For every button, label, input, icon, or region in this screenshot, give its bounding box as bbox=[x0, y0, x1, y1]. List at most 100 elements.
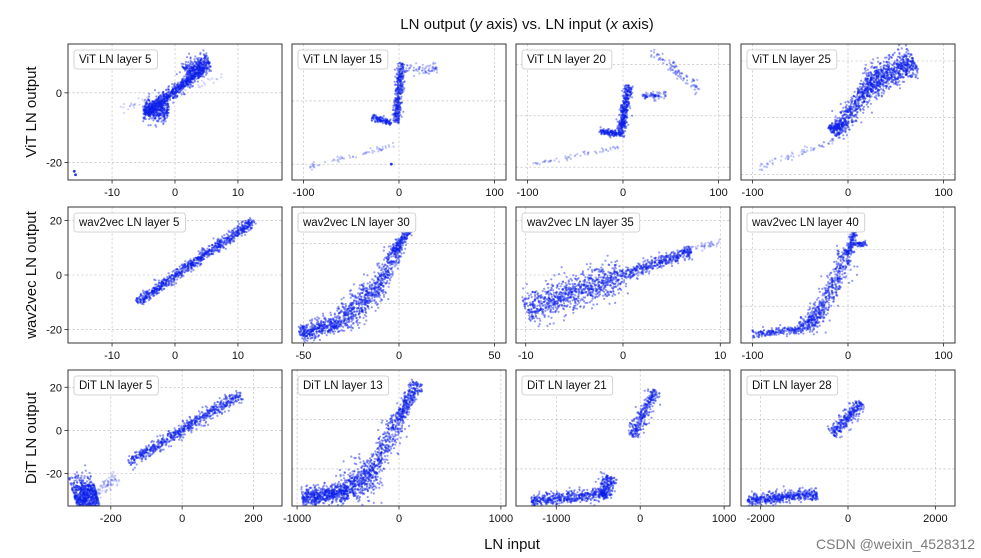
data-point bbox=[384, 122, 387, 125]
data-point bbox=[137, 296, 141, 299]
data-point bbox=[156, 114, 159, 117]
data-point bbox=[650, 54, 653, 57]
data-point bbox=[373, 114, 376, 117]
data-point bbox=[162, 111, 165, 114]
data-point bbox=[626, 86, 629, 89]
data-point bbox=[153, 114, 156, 117]
data-point bbox=[167, 85, 170, 88]
data-point bbox=[391, 141, 395, 145]
data-point bbox=[230, 237, 233, 240]
data-point bbox=[879, 82, 882, 85]
data-point bbox=[601, 150, 604, 153]
data-point bbox=[872, 79, 875, 82]
data-point bbox=[891, 75, 894, 78]
data-point bbox=[189, 78, 192, 81]
data-point bbox=[401, 65, 404, 69]
data-point bbox=[210, 252, 213, 255]
data-point bbox=[659, 92, 662, 95]
data-point bbox=[400, 63, 403, 66]
data-point bbox=[803, 145, 807, 148]
data-point bbox=[169, 94, 172, 98]
data-point bbox=[847, 101, 851, 104]
data-point bbox=[910, 60, 914, 63]
data-point bbox=[177, 85, 180, 88]
data-point bbox=[841, 121, 845, 124]
data-point bbox=[839, 119, 843, 122]
data-point bbox=[166, 114, 169, 117]
data-point bbox=[165, 109, 168, 112]
data-point bbox=[829, 123, 833, 126]
data-point bbox=[893, 67, 896, 70]
data-point bbox=[872, 86, 875, 89]
data-point bbox=[627, 89, 630, 92]
data-point bbox=[144, 107, 147, 110]
data-point bbox=[400, 85, 403, 88]
data-point bbox=[885, 65, 888, 68]
data-point bbox=[156, 105, 160, 108]
data-point bbox=[379, 149, 383, 152]
data-point bbox=[200, 249, 203, 252]
data-point bbox=[673, 66, 676, 69]
data-point bbox=[167, 108, 170, 111]
data-point bbox=[830, 125, 833, 128]
data-point bbox=[866, 88, 869, 91]
data-point bbox=[617, 128, 621, 131]
data-point bbox=[392, 119, 395, 122]
data-point bbox=[389, 122, 392, 125]
data-point bbox=[677, 74, 680, 77]
data-point bbox=[895, 72, 898, 75]
data-point bbox=[914, 76, 917, 79]
scatter-points bbox=[134, 217, 257, 306]
data-point bbox=[184, 81, 187, 84]
data-point bbox=[856, 92, 859, 95]
data-point bbox=[162, 119, 166, 122]
data-point bbox=[891, 80, 895, 84]
data-point bbox=[838, 128, 841, 131]
data-point bbox=[193, 71, 196, 74]
data-point bbox=[166, 95, 169, 98]
data-point bbox=[609, 130, 613, 133]
data-point bbox=[153, 104, 157, 107]
data-point bbox=[206, 247, 209, 250]
data-point bbox=[663, 59, 666, 62]
data-point bbox=[622, 121, 625, 124]
data-point bbox=[846, 109, 849, 113]
data-point bbox=[172, 101, 175, 104]
data-point bbox=[162, 108, 166, 111]
data-point bbox=[190, 266, 193, 270]
data-point bbox=[879, 80, 882, 83]
data-point bbox=[376, 119, 379, 122]
data-point bbox=[630, 87, 633, 90]
data-point bbox=[607, 131, 610, 134]
data-point bbox=[897, 67, 901, 70]
data-point bbox=[867, 80, 870, 83]
data-point bbox=[817, 144, 821, 147]
data-point bbox=[836, 126, 839, 129]
data-point bbox=[174, 88, 178, 92]
data-point bbox=[622, 106, 625, 110]
data-point bbox=[908, 70, 911, 73]
x-tick-label: 0 bbox=[620, 187, 626, 199]
data-point bbox=[852, 109, 856, 112]
data-point bbox=[908, 52, 911, 55]
data-point bbox=[849, 116, 852, 119]
data-point bbox=[909, 75, 912, 78]
data-point bbox=[204, 61, 208, 65]
data-point bbox=[203, 55, 206, 59]
data-point bbox=[390, 121, 393, 124]
data-point bbox=[378, 148, 381, 151]
data-point bbox=[205, 66, 208, 69]
data-point bbox=[901, 72, 904, 75]
data-point bbox=[400, 91, 403, 94]
data-point bbox=[153, 111, 156, 114]
data-point bbox=[190, 263, 193, 267]
data-point bbox=[197, 256, 200, 259]
data-point bbox=[845, 134, 849, 137]
data-point bbox=[884, 81, 887, 84]
data-point bbox=[835, 119, 839, 122]
data-point bbox=[147, 114, 150, 117]
data-point bbox=[619, 131, 622, 134]
data-point bbox=[626, 94, 629, 97]
data-point bbox=[612, 131, 615, 134]
data-point bbox=[165, 96, 168, 99]
